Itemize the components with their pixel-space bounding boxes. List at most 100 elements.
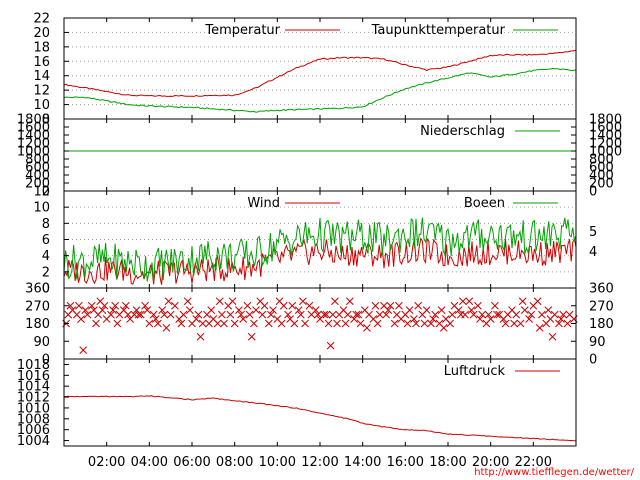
wind-direction-point (160, 310, 169, 319)
wind-direction-ytick-label: 270 (25, 299, 50, 314)
wind-direction-point (429, 315, 437, 323)
x-tick-label: 08:00 (216, 455, 253, 470)
wind-direction-ytick-label: 360 (25, 282, 50, 297)
wind-direction-point (437, 306, 446, 314)
temperature-ytick-label: 12 (33, 84, 50, 99)
wind-direction-point (100, 301, 109, 310)
wind-direction-point (346, 297, 354, 306)
pressure-ytick-label: 1012 (17, 391, 50, 406)
wind-direction-point (352, 310, 361, 319)
temperature-ytick-label: 22 (33, 12, 50, 27)
x-tick-label: 16:00 (387, 455, 424, 470)
wind-right-tick-label: 4 (589, 245, 597, 260)
wind-direction-point (354, 310, 363, 319)
temperature-legend-label: Taupunkttemperatur (371, 23, 506, 38)
wind-direction-point (439, 323, 448, 332)
x-tick-label: 06:00 (173, 455, 210, 470)
wind-series-wind (63, 237, 577, 285)
wind-direction-point (420, 319, 429, 328)
wind-direction-point (215, 297, 224, 306)
wind-ytick-label: 0 (42, 282, 50, 297)
wind-direction-point (527, 310, 536, 319)
wind-direction-point (535, 323, 544, 332)
wind-direction-right-tick-label: 0 (589, 353, 597, 368)
wind-direction-point (149, 310, 158, 319)
wind-direction-ytick-label: 0 (42, 353, 50, 368)
wind-direction-point (294, 306, 303, 314)
wind-direction-point (501, 319, 510, 328)
wind-direction-point (465, 297, 474, 306)
wind-direction-point (260, 301, 269, 310)
precipitation-ytick-label: 1600 (17, 121, 50, 136)
wind-direction-point (474, 301, 482, 310)
pressure-ytick-label: 1008 (17, 412, 50, 427)
wind-direction-point (213, 319, 222, 328)
wind-direction-point (476, 315, 484, 323)
wind-direction-point (382, 310, 390, 319)
wind-direction-point (328, 310, 337, 319)
wind-direction-point (410, 315, 418, 323)
wind-direction-point (124, 310, 132, 319)
wind-direction-point (386, 301, 395, 310)
wind-direction-point (230, 319, 239, 328)
wind-direction-right-tick-label: 270 (589, 299, 614, 314)
wind-direction-point (422, 306, 431, 314)
wind-direction-point (198, 319, 207, 328)
wind-direction-point (220, 319, 228, 328)
wind-direction-point (301, 319, 309, 328)
temperature-ytick-label: 14 (33, 69, 50, 84)
wind-direction-point (83, 310, 92, 319)
wind-direction-point (296, 310, 305, 319)
wind-direction-point (226, 310, 235, 319)
wind-direction-point (264, 319, 273, 328)
pressure-ytick-label: 1006 (17, 423, 50, 438)
wind-series-boeen (63, 217, 577, 283)
wind-direction-point (269, 306, 277, 314)
tick-layer: 8101214161820220200400600800100012001400… (17, 12, 622, 450)
wind-direction-point (324, 319, 333, 328)
precipitation-ytick-label: 1400 (17, 129, 50, 144)
precipitation-ytick-label: 1200 (17, 137, 50, 152)
wind-ytick-label: 2 (42, 265, 50, 280)
wind-direction-point (87, 301, 96, 310)
wind-direction-point (113, 319, 122, 328)
wind-ytick-label: 12 (33, 185, 50, 200)
wind-direction-point (288, 301, 297, 310)
wind-direction-point (154, 319, 162, 328)
wind-direction-ytick-label: 180 (25, 317, 50, 332)
wind-direction-point (550, 310, 559, 319)
precipitation-right-tick-label: 0 (589, 185, 597, 200)
precipitation-ytick-label: 400 (25, 169, 50, 184)
precipitation-ytick-label: 200 (25, 177, 50, 192)
pressure-ytick-label: 1016 (17, 369, 50, 384)
wind-direction-point (258, 310, 267, 319)
series-layer (62, 49, 578, 442)
wind-direction-point (518, 297, 527, 306)
x-tick-label: 04:00 (131, 455, 168, 470)
wind-direction-point (237, 310, 245, 319)
wind-direction-point (252, 306, 260, 314)
precipitation-ytick-label: 800 (25, 153, 50, 168)
pressure-ytick-label: 1004 (17, 434, 50, 449)
wind-direction-point (390, 319, 399, 328)
precipitation-right-tick-label: 1000 (589, 145, 622, 160)
precipitation-right-tick-label: 600 (589, 161, 614, 176)
wind-direction-point (427, 319, 435, 328)
wind-direction-point (299, 297, 307, 306)
wind-direction-point (311, 306, 320, 314)
wind-direction-point (136, 310, 145, 319)
temperature-ytick-label: 20 (33, 26, 50, 41)
wind-direction-point (77, 315, 85, 324)
wind-direction-point (510, 319, 518, 328)
wind-direction-point (218, 310, 226, 319)
wind-legend-label: Boeen (464, 196, 505, 211)
x-tick-label: 14:00 (344, 455, 381, 470)
wind-ytick-label: 4 (42, 249, 50, 264)
wind-direction-point (520, 306, 529, 314)
wind-direction-point (326, 341, 335, 350)
wind-direction-point (267, 310, 275, 319)
wind-ytick-label: 10 (33, 201, 50, 216)
wind-direction-point (247, 332, 256, 341)
wind-direction-point (343, 310, 352, 319)
